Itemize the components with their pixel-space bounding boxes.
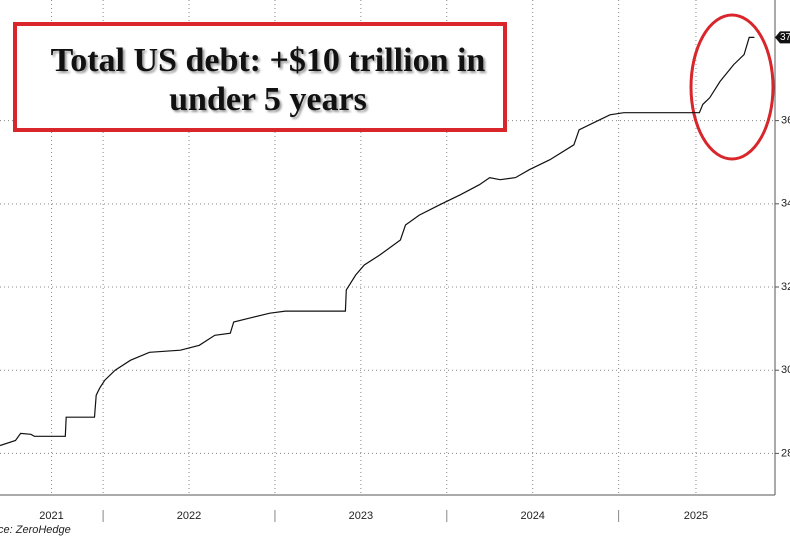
source: ce: ZeroHedge [0, 524, 71, 536]
series-line [0, 36, 755, 447]
chart-title: under 5 years [169, 81, 367, 118]
y-tick-label: 30 [781, 364, 790, 376]
chart-title: Total US debt: +$10 trillion in [51, 42, 486, 79]
last-value-label: 37 [780, 32, 790, 43]
x-tick-label: 2023 [349, 510, 373, 522]
title-box [13, 22, 507, 132]
y-tick-label: 32 [781, 281, 790, 293]
x-tick-label: 2024 [520, 510, 544, 522]
x-tick-label: 2022 [177, 510, 201, 522]
highlight-ellipse [689, 13, 775, 161]
x-tick-label: 2021 [39, 510, 63, 522]
y-tick-label: 34 [781, 198, 790, 210]
last-value-badge: 37 [775, 31, 790, 44]
x-tick-label: 2025 [684, 510, 708, 522]
badge-shape [775, 31, 790, 44]
y-tick-label: 36 [781, 115, 790, 127]
y-tick-label: 28 [781, 447, 790, 459]
